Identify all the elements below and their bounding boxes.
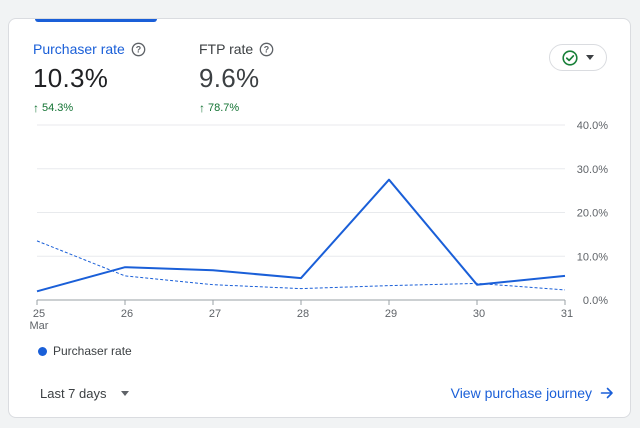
chart-legend: Purchaser rate bbox=[38, 344, 132, 358]
y-tick-label: 40.0% bbox=[577, 120, 608, 132]
x-tick-label: 29 bbox=[385, 308, 397, 320]
y-tick-label: 20.0% bbox=[577, 208, 608, 220]
series-line-purchaser-rate bbox=[36, 178, 566, 293]
metric-change-value: 54.3% bbox=[42, 102, 74, 114]
x-tick-label: 27 bbox=[209, 308, 221, 320]
arrow-up-icon: ↑ bbox=[33, 101, 39, 115]
series-line-comparison bbox=[36, 240, 566, 291]
arrow-up-icon: ↑ bbox=[199, 101, 205, 115]
x-tick-label: 25 bbox=[33, 308, 45, 320]
legend-label: Purchaser rate bbox=[53, 344, 132, 358]
check-circle-icon bbox=[562, 49, 578, 66]
metric-ftp-rate[interactable]: FTP rate ? 9.6% ↑ 78.7% bbox=[199, 41, 274, 115]
status-dropdown-button[interactable] bbox=[549, 44, 607, 71]
active-tab-indicator bbox=[35, 19, 157, 22]
x-tick-label: 31 bbox=[561, 308, 573, 320]
x-tick-sublabel: Mar bbox=[30, 320, 49, 332]
legend-dot-icon bbox=[38, 346, 47, 356]
help-icon[interactable]: ? bbox=[131, 42, 146, 57]
metric-label: FTP rate bbox=[199, 41, 254, 57]
x-tick-label: 28 bbox=[297, 308, 309, 320]
date-range-select[interactable]: Last 7 days bbox=[40, 386, 129, 401]
metric-change: ↑ 54.3% bbox=[33, 101, 146, 115]
view-purchase-journey-link[interactable]: View purchase journey bbox=[451, 385, 614, 401]
metric-change-value: 78.7% bbox=[208, 102, 240, 114]
y-tick-label: 0.0% bbox=[583, 295, 608, 307]
y-tick-label: 10.0% bbox=[577, 251, 608, 263]
y-tick-label: 30.0% bbox=[577, 164, 608, 176]
svg-text:?: ? bbox=[136, 44, 141, 54]
dropdown-caret-icon bbox=[586, 55, 594, 60]
metric-label: Purchaser rate bbox=[33, 41, 125, 57]
metric-change: ↑ 78.7% bbox=[199, 101, 274, 115]
metric-value: 10.3% bbox=[33, 63, 109, 93]
x-tick-label: 30 bbox=[473, 308, 485, 320]
chevron-down-icon bbox=[120, 391, 129, 396]
help-icon[interactable]: ? bbox=[259, 42, 274, 57]
line-chart: 0.0% 10.0% 20.0% 30.0% 40.0% 25 26 27 28 29 30 31 Ma… bbox=[30, 120, 609, 332]
metric-value: 9.6% bbox=[199, 63, 260, 93]
date-range-label: Last 7 days bbox=[40, 386, 107, 401]
purchaser-rate-card: Purchaser rate ? 10.3% ↑ 54.3% FTP rate … bbox=[8, 18, 631, 418]
metric-purchaser-rate[interactable]: Purchaser rate ? 10.3% ↑ 54.3% bbox=[33, 41, 146, 115]
arrow-right-icon bbox=[600, 387, 613, 399]
svg-text:?: ? bbox=[264, 44, 269, 54]
x-tick-label: 26 bbox=[121, 308, 133, 320]
link-label: View purchase journey bbox=[450, 385, 592, 401]
